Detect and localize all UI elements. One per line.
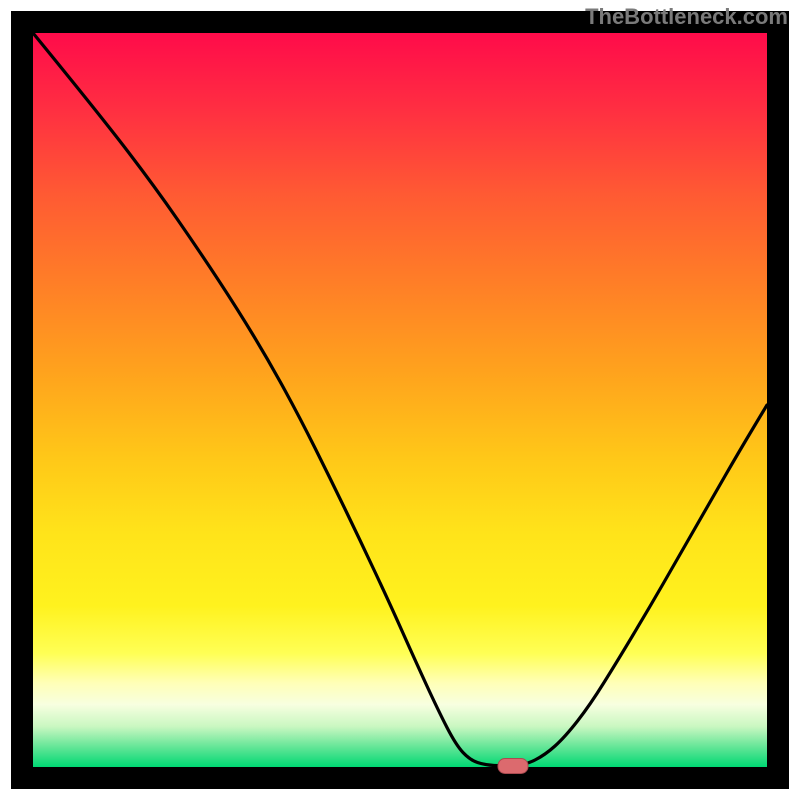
- chart-container: TheBottleneck.com: [0, 0, 800, 800]
- optimal-marker: [498, 759, 528, 774]
- bottleneck-chart: [0, 0, 800, 800]
- chart-background: [33, 33, 767, 767]
